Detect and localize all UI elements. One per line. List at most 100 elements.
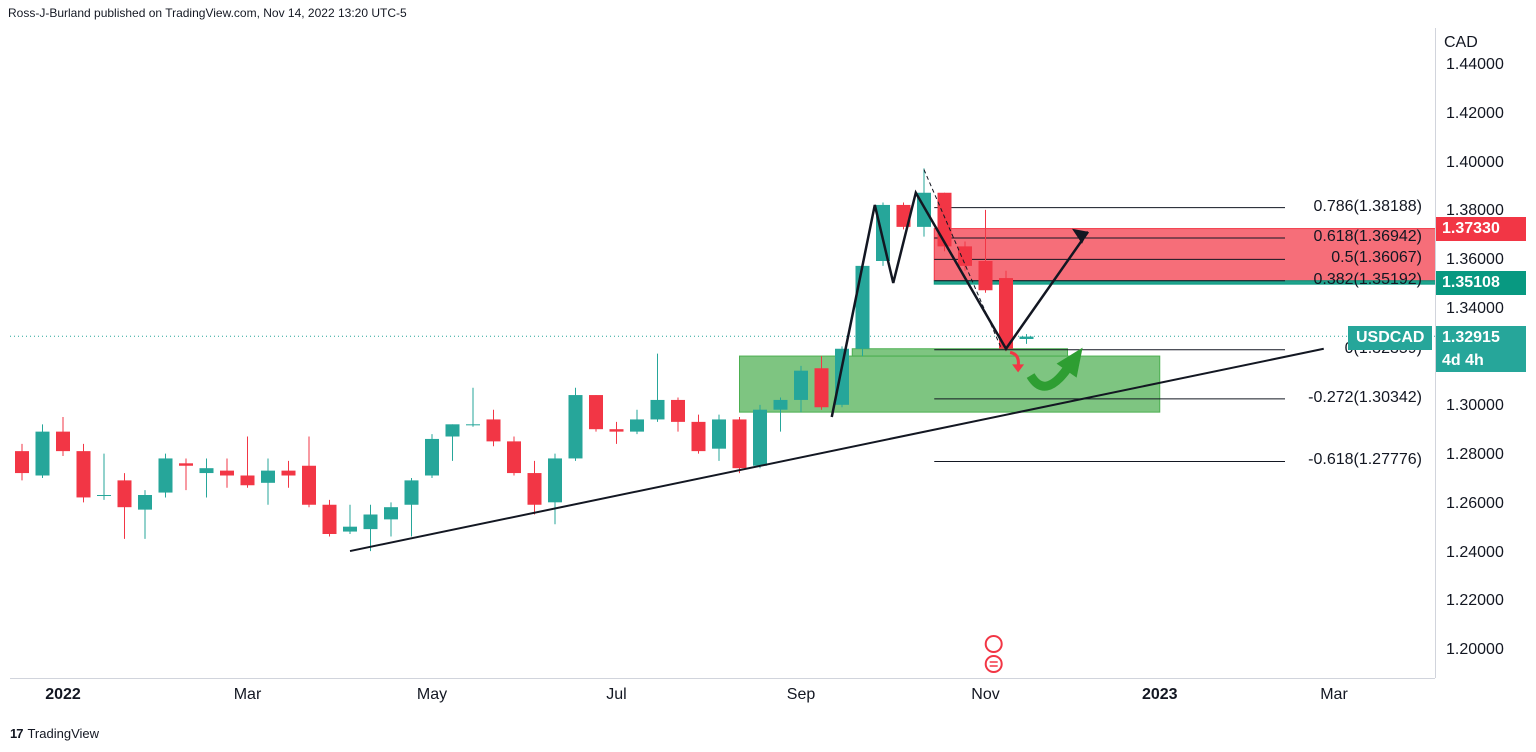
support-zone-top xyxy=(851,348,1068,357)
candle-body xyxy=(527,473,542,505)
price-tick-label: 1.40000 xyxy=(1446,153,1504,171)
candle-body xyxy=(1019,336,1034,339)
fib-level-label: -0.272(1.30342) xyxy=(1308,388,1422,406)
candle-body xyxy=(363,514,378,530)
candle-body xyxy=(507,441,521,474)
price-tick-label: 1.38000 xyxy=(1446,202,1504,220)
candle-body xyxy=(384,507,398,520)
green-arrow-head xyxy=(1056,347,1083,378)
candle-body xyxy=(404,480,419,505)
brand-label: TradingView xyxy=(27,726,100,741)
time-tick-label: 2023 xyxy=(1141,686,1178,703)
candle-body xyxy=(568,395,583,459)
candle-body xyxy=(773,399,788,410)
candle-body xyxy=(876,204,890,261)
candle-body xyxy=(322,504,337,534)
candle-body xyxy=(691,421,706,452)
candle-body xyxy=(958,246,972,266)
time-axis[interactable] xyxy=(10,678,1435,719)
price-tick-label: 1.24000 xyxy=(1446,543,1504,561)
tradingview-brand[interactable]: 17 TradingView xyxy=(10,726,99,741)
candle-body xyxy=(650,399,665,420)
publisher-caption: Ross-J-Burland published on TradingView.… xyxy=(8,6,407,20)
price-level-tag: 1.37330 xyxy=(1436,216,1526,241)
price-tick-label: 1.26000 xyxy=(1446,494,1504,512)
candle-body xyxy=(343,526,357,532)
candle-body xyxy=(138,495,152,510)
candle-body xyxy=(978,261,993,291)
fib-level-label: -0.618(1.27776) xyxy=(1308,451,1422,469)
candle-body xyxy=(56,431,70,452)
candle-body xyxy=(753,409,767,466)
candle-body xyxy=(302,465,316,505)
time-tick-label: May xyxy=(416,686,448,703)
candle-body xyxy=(589,395,603,430)
price-tick-label: 1.28000 xyxy=(1446,446,1504,463)
fib-level-label: 0.618(1.36942) xyxy=(1313,228,1422,246)
candle-body xyxy=(712,419,726,449)
us-event-icon xyxy=(984,655,1003,673)
candle-body xyxy=(179,463,193,466)
time-tick-label: Mar xyxy=(233,686,262,703)
price-tick-label: 1.20000 xyxy=(1446,641,1504,658)
candle-body xyxy=(630,419,644,432)
chart-canvas[interactable] xyxy=(10,28,1435,678)
candle-body xyxy=(855,265,870,349)
pattern-arrow-head xyxy=(1072,228,1088,244)
fib-level-label: 0.382(1.35192) xyxy=(1313,270,1422,288)
time-tick-label: Nov xyxy=(971,686,1000,703)
price-tick-label: 1.34000 xyxy=(1446,299,1504,317)
fib-level-label: 0.5(1.36067) xyxy=(1331,249,1422,267)
candle-body xyxy=(117,480,132,508)
pattern-path xyxy=(830,189,1090,418)
candle-body xyxy=(999,278,1013,349)
candle-body xyxy=(158,458,173,493)
price-tick-label: 1.42000 xyxy=(1446,104,1504,122)
bar-countdown: 4d 4h xyxy=(1436,350,1526,372)
red-arrow-head xyxy=(1012,364,1025,373)
candle-body xyxy=(814,368,829,408)
candle-body xyxy=(220,470,234,476)
tradingview-logo-icon: 17 xyxy=(10,726,24,741)
time-tick-label: 2022 xyxy=(45,686,81,703)
candle-body xyxy=(671,399,685,422)
candle-body xyxy=(97,495,111,496)
candle-body xyxy=(794,370,808,400)
candle-body xyxy=(261,470,275,483)
candle-body xyxy=(937,192,952,247)
candle-body xyxy=(35,431,50,476)
candle-body xyxy=(240,475,255,486)
fib-level-label: 0.786(1.38188) xyxy=(1313,197,1422,215)
time-tick-label: Jul xyxy=(606,686,627,703)
candle-body xyxy=(281,470,296,476)
price-tick-label: 1.22000 xyxy=(1446,592,1504,610)
candle-body xyxy=(609,429,624,432)
price-axis[interactable] xyxy=(1435,28,1536,678)
resistance-zone xyxy=(933,228,1435,282)
candle-body xyxy=(486,419,501,442)
candle-body xyxy=(466,424,480,426)
candle-body xyxy=(425,438,439,476)
time-tick-label: Sep xyxy=(786,686,816,703)
candle-body xyxy=(445,424,460,437)
price-tick-label: 1.30000 xyxy=(1446,397,1504,415)
trendline xyxy=(349,347,1324,553)
candle-body xyxy=(76,451,91,498)
time-tick-label: Mar xyxy=(1320,686,1348,703)
candle-body xyxy=(896,204,911,227)
price-level-tag: 1.35108 xyxy=(1436,270,1526,295)
symbol-name-tag: USDCAD xyxy=(1348,326,1433,350)
chart-plot-area[interactable] xyxy=(10,28,1435,678)
green-arrow xyxy=(1026,366,1071,391)
candle-body xyxy=(835,348,849,405)
candle-body xyxy=(548,458,562,503)
candle-body xyxy=(732,419,747,469)
candle-body xyxy=(199,468,214,474)
canada-event-icon xyxy=(984,635,1003,653)
support-zone xyxy=(739,355,1161,413)
last-price-tag: 1.32915 xyxy=(1436,326,1526,350)
currency-label: CAD xyxy=(1444,34,1478,51)
price-tick-label: 1.44000 xyxy=(1446,56,1504,73)
candle-body xyxy=(15,451,29,474)
price-tick-label: 1.36000 xyxy=(1446,251,1504,268)
